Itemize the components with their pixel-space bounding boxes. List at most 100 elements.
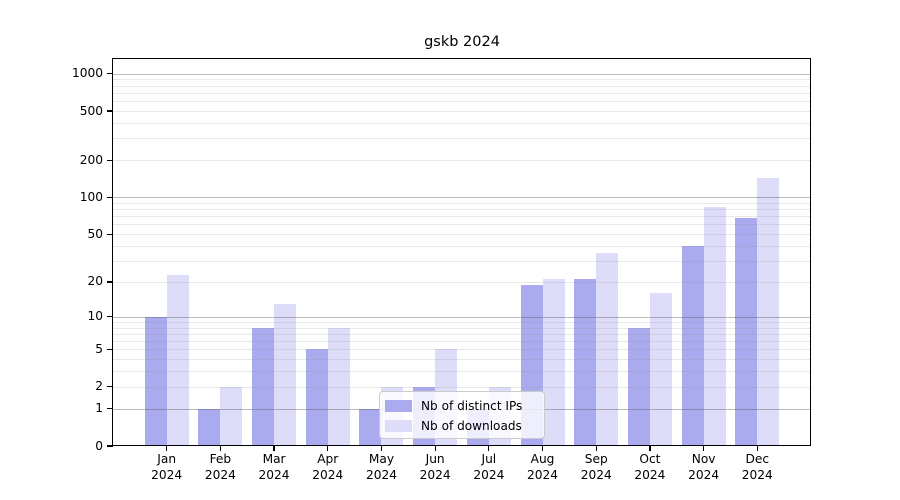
bar-downloads-aug bbox=[542, 279, 565, 446]
y-tick-mark bbox=[107, 348, 113, 351]
y-tick-label: 200 bbox=[79, 152, 103, 167]
x-tick-mark bbox=[703, 446, 705, 451]
bar-distinct-ips-apr bbox=[305, 349, 328, 446]
minor-gridline bbox=[113, 349, 811, 351]
legend-label-distinct-ips: Nb of distinct IPs bbox=[421, 398, 523, 413]
y-tick-label: 2 bbox=[95, 379, 103, 394]
y-tick-label: 100 bbox=[79, 189, 103, 204]
y-tick-mark bbox=[107, 316, 113, 318]
bar-downloads-oct bbox=[649, 293, 672, 446]
y-tick-mark bbox=[107, 408, 113, 410]
x-tick-mark bbox=[219, 446, 221, 451]
bar-downloads-nov bbox=[703, 207, 726, 446]
minor-gridline bbox=[113, 245, 811, 247]
bar-distinct-ips-may bbox=[359, 408, 382, 446]
x-tick-mark bbox=[434, 446, 436, 451]
minor-gridline bbox=[113, 209, 811, 211]
minor-gridline bbox=[113, 234, 811, 236]
x-tick-label: Oct 2024 bbox=[634, 452, 666, 482]
minor-gridline bbox=[113, 333, 811, 335]
x-tick-label: Dec 2024 bbox=[741, 452, 773, 482]
bar-distinct-ips-jan bbox=[144, 316, 167, 446]
x-tick-label: Feb 2024 bbox=[204, 452, 236, 482]
bar-downloads-sep bbox=[596, 252, 619, 446]
x-tick-mark bbox=[380, 446, 383, 451]
major-gridline bbox=[113, 73, 811, 75]
x-tick-mark bbox=[541, 446, 544, 451]
bar-downloads-apr bbox=[327, 327, 350, 446]
x-tick-label: Aug 2024 bbox=[527, 452, 559, 482]
minor-gridline bbox=[113, 202, 811, 204]
bar-distinct-ips-nov bbox=[681, 245, 704, 446]
x-tick-mark bbox=[756, 446, 758, 451]
minor-gridline bbox=[113, 281, 811, 283]
y-tick-label: 50 bbox=[87, 226, 103, 241]
major-gridline bbox=[113, 316, 811, 318]
x-tick-label: Nov 2024 bbox=[688, 452, 720, 482]
minor-gridline bbox=[113, 138, 811, 140]
y-tick-mark bbox=[107, 233, 113, 235]
minor-gridline bbox=[113, 386, 811, 388]
bar-distinct-ips-oct bbox=[627, 327, 650, 446]
bar-distinct-ips-dec bbox=[735, 217, 758, 446]
bar-distinct-ips-sep bbox=[574, 279, 597, 446]
minor-gridline bbox=[113, 260, 811, 262]
minor-gridline bbox=[113, 160, 811, 162]
y-tick-label: 1 bbox=[95, 401, 103, 416]
y-tick-label: 5 bbox=[95, 341, 103, 356]
x-tick-mark bbox=[595, 446, 597, 451]
legend-swatch-downloads bbox=[385, 419, 412, 432]
bar-distinct-ips-mar bbox=[252, 327, 275, 446]
y-tick-mark bbox=[107, 73, 113, 75]
y-tick-mark bbox=[107, 281, 113, 283]
legend-label-downloads: Nb of downloads bbox=[421, 418, 522, 433]
minor-gridline bbox=[113, 341, 811, 343]
x-tick-mark bbox=[649, 446, 651, 451]
minor-gridline bbox=[113, 321, 811, 323]
x-tick-mark bbox=[488, 446, 490, 451]
y-tick-label: 0 bbox=[95, 438, 103, 453]
x-tick-mark bbox=[273, 446, 275, 451]
x-tick-label: Apr 2024 bbox=[312, 452, 344, 482]
legend: Nb of distinct IPs Nb of downloads bbox=[379, 391, 545, 439]
chart-title: gskb 2024 bbox=[424, 34, 500, 50]
minor-gridline bbox=[113, 327, 811, 329]
bar-downloads-mar bbox=[274, 303, 297, 446]
y-tick-label: 1000 bbox=[71, 66, 103, 81]
y-tick-mark bbox=[107, 110, 113, 112]
major-gridline bbox=[113, 197, 811, 199]
y-tick-label: 10 bbox=[87, 309, 103, 324]
y-tick-mark bbox=[107, 196, 113, 198]
minor-gridline bbox=[113, 371, 811, 373]
minor-gridline bbox=[113, 101, 811, 103]
bar-downloads-jan bbox=[166, 274, 189, 446]
legend-swatch-distinct-ips bbox=[385, 399, 412, 412]
y-tick-label: 500 bbox=[79, 103, 103, 118]
x-tick-label: May 2024 bbox=[365, 452, 397, 482]
minor-gridline bbox=[113, 92, 811, 94]
minor-gridline bbox=[113, 359, 811, 361]
minor-gridline bbox=[113, 216, 811, 218]
legend-item-distinct-ips: Nb of distinct IPs bbox=[385, 397, 536, 414]
minor-gridline bbox=[113, 85, 811, 87]
x-tick-label: Jun 2024 bbox=[419, 452, 451, 482]
y-tick-mark bbox=[107, 159, 113, 161]
x-tick-label: Mar 2024 bbox=[258, 452, 290, 482]
bar-downloads-dec bbox=[757, 178, 780, 446]
bar-distinct-ips-feb bbox=[198, 408, 221, 446]
minor-gridline bbox=[113, 123, 811, 125]
minor-gridline bbox=[113, 111, 811, 113]
minor-gridline bbox=[113, 79, 811, 81]
minor-gridline bbox=[113, 224, 811, 226]
y-tick-label: 20 bbox=[87, 274, 103, 289]
x-tick-mark bbox=[166, 446, 168, 451]
y-tick-mark bbox=[107, 386, 113, 388]
legend-item-downloads: Nb of downloads bbox=[385, 417, 536, 434]
x-tick-label: Jan 2024 bbox=[151, 452, 183, 482]
bar-downloads-feb bbox=[220, 386, 243, 446]
x-tick-label: Sep 2024 bbox=[580, 452, 612, 482]
y-tick-mark bbox=[107, 445, 113, 447]
x-tick-label: Jul 2024 bbox=[473, 452, 505, 482]
x-tick-mark bbox=[327, 446, 329, 451]
